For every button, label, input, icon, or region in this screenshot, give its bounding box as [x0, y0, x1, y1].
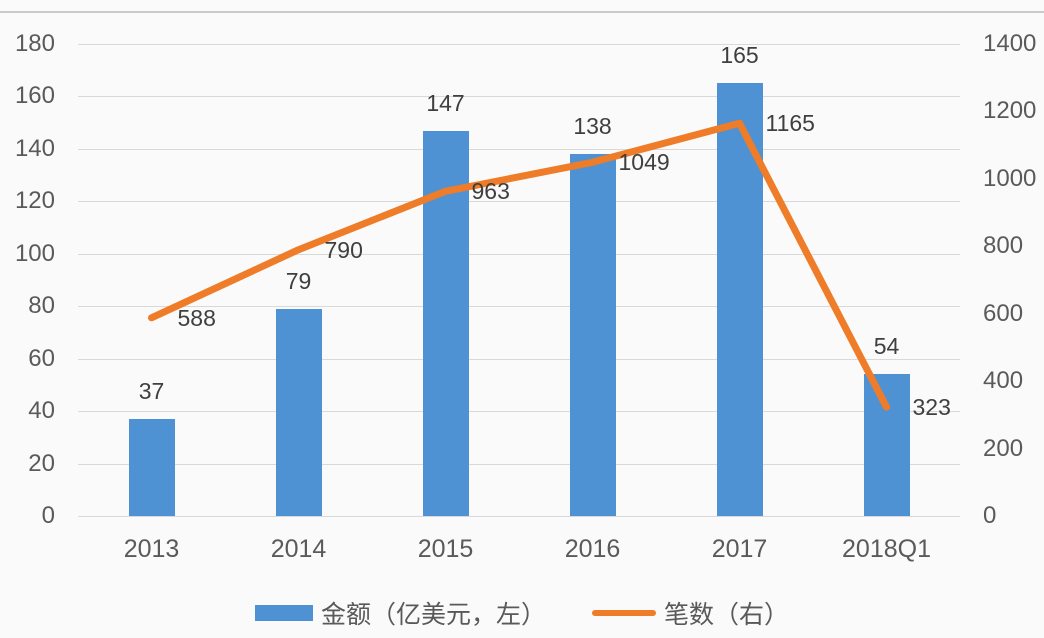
bar-series-swatch-icon — [254, 605, 313, 621]
y-axis-right-tick: 1200 — [983, 97, 1037, 125]
bar-value-label: 147 — [426, 89, 465, 116]
gridline — [78, 358, 960, 360]
x-axis-label: 2018Q1 — [842, 535, 931, 563]
chart-legend: 金额（亿美元，左） 笔数（右） — [0, 595, 1044, 631]
y-axis-right-tick: 1000 — [983, 164, 1037, 192]
y-axis-left-tick: 120 — [14, 187, 55, 215]
bar-value-label: 37 — [138, 377, 165, 404]
gridline — [78, 96, 960, 98]
line-point-label: 323 — [912, 394, 951, 421]
gridline — [78, 306, 960, 308]
y-axis-left-tick: 20 — [28, 449, 55, 477]
gridline — [78, 516, 960, 517]
gridline — [78, 463, 960, 465]
bar — [275, 308, 322, 516]
bar-value-label: 165 — [720, 42, 759, 69]
y-axis-left-tick: 160 — [14, 82, 55, 110]
legend-item-amount: 金额（亿美元，左） — [254, 595, 546, 631]
bar — [863, 374, 910, 516]
y-axis-left-tick: 40 — [28, 397, 55, 425]
y-axis-left-tick: 60 — [28, 344, 55, 372]
y-axis-left-tick: 140 — [14, 134, 55, 162]
y-axis-right-tick: 800 — [983, 232, 1024, 260]
page-divider — [0, 11, 1044, 13]
x-axis-label: 2016 — [564, 535, 621, 563]
line-point-label: 1165 — [765, 110, 815, 137]
y-axis-left-tick: 80 — [28, 292, 55, 320]
gridline — [78, 411, 960, 413]
y-axis-right-tick: 400 — [983, 367, 1024, 395]
legend-item-count: 笔数（右） — [592, 595, 789, 631]
y-axis-left-tick: 0 — [41, 502, 55, 529]
line-point-label: 588 — [177, 304, 216, 331]
y-axis-right-tick: 600 — [983, 299, 1024, 327]
bar — [128, 418, 175, 516]
bar-value-label: 138 — [573, 113, 612, 140]
y-axis-right-tick: 200 — [983, 434, 1024, 462]
line-series-swatch-icon — [592, 610, 656, 616]
x-axis-label: 2013 — [123, 535, 180, 563]
bar — [569, 154, 616, 516]
gridline — [78, 201, 960, 203]
x-axis-label: 2015 — [417, 535, 474, 563]
plot-area: 37 79 147 138 165 54 588 790 963 1049 1165 323 — [78, 42, 960, 517]
line-point-label: 1049 — [618, 149, 670, 176]
y-axis-right-tick: 0 — [983, 502, 997, 529]
line-point-label: 963 — [471, 178, 510, 205]
gridline — [78, 148, 960, 150]
gridline — [78, 44, 960, 45]
legend-label-amount: 金额（亿美元，左） — [320, 601, 546, 629]
y-axis-left-tick: 180 — [14, 30, 55, 57]
x-axis-label: 2017 — [711, 535, 768, 563]
y-axis-right-tick: 1400 — [983, 30, 1037, 57]
line-series — [148, 119, 890, 411]
bar-value-label: 54 — [873, 333, 900, 360]
y-axis-left-tick: 100 — [14, 239, 55, 267]
x-axis-label: 2014 — [270, 535, 327, 563]
line-point-label: 790 — [324, 236, 363, 263]
legend-label-count: 笔数（右） — [664, 601, 790, 629]
bar-value-label: 79 — [285, 267, 312, 294]
gridline — [78, 253, 960, 255]
